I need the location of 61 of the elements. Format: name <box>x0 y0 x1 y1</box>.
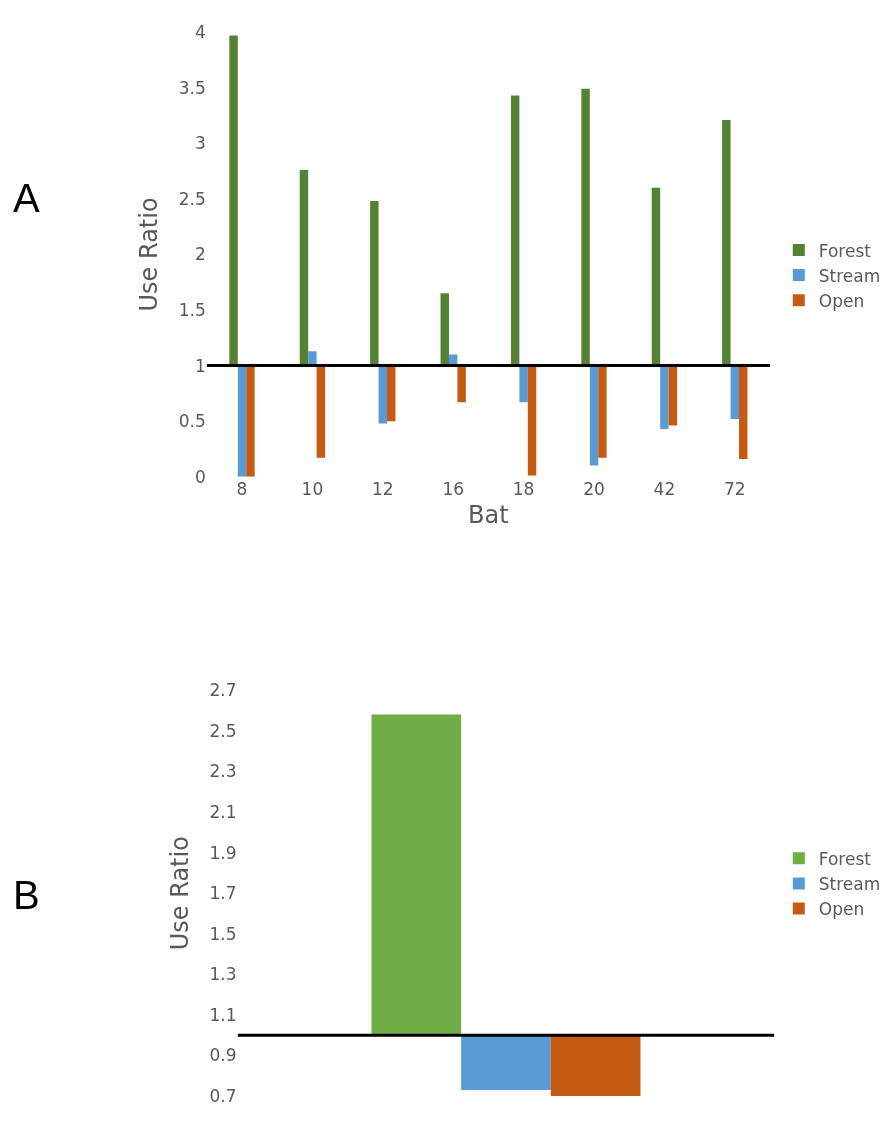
bar <box>581 88 590 366</box>
x-tick-label: 72 <box>723 478 746 499</box>
bar <box>589 365 599 466</box>
y-tick-label: 1.9 <box>209 842 237 863</box>
y-tick-label: 2 <box>194 244 206 265</box>
legend-label: Stream <box>818 874 881 895</box>
legend-label: Stream <box>818 265 881 286</box>
y-tick-label: 1.7 <box>209 883 237 904</box>
x-tick-label: 16 <box>442 478 465 499</box>
bar <box>440 293 449 366</box>
y-tick-label: 3.5 <box>178 77 206 98</box>
y-tick-label: 0.5 <box>178 411 206 432</box>
y-tick-label: 2.5 <box>209 720 237 741</box>
y-tick-label: 0.9 <box>209 1045 237 1066</box>
text: A <box>13 176 40 220</box>
bar <box>651 187 661 366</box>
bar <box>510 95 520 366</box>
y-tick-label: 2.7 <box>209 680 237 701</box>
x-tick-label: 20 <box>583 478 605 499</box>
y-tick-label: 0 <box>194 466 206 487</box>
y-tick-label: 1 <box>194 355 206 376</box>
bar <box>519 365 528 403</box>
bar <box>730 365 740 419</box>
bar <box>316 365 326 458</box>
x-tick-label: 42 <box>653 478 676 499</box>
bar <box>660 365 669 429</box>
bar <box>299 169 309 366</box>
bar <box>668 365 678 426</box>
y-tick-label: 2.5 <box>178 188 206 209</box>
bar <box>378 365 388 424</box>
y-axis-title: Use Ratio <box>165 836 194 951</box>
y-axis-title: Use Ratio <box>134 197 163 312</box>
legend-label: Forest <box>818 848 872 869</box>
bar <box>457 365 466 403</box>
y-tick-label: 1.5 <box>178 299 206 320</box>
bar <box>229 35 238 366</box>
y-tick-label: 1.5 <box>209 923 237 944</box>
bar <box>739 365 748 459</box>
y-tick-label: 1.3 <box>209 964 237 985</box>
x-tick-label: 12 <box>371 478 394 499</box>
bar <box>370 201 379 366</box>
y-tick-label: 2.1 <box>209 801 237 822</box>
bar <box>237 365 247 477</box>
legend-label: Open <box>818 899 865 920</box>
x-tick-label: 10 <box>301 478 324 499</box>
bar <box>722 119 731 366</box>
bar <box>246 365 255 477</box>
y-tick-label: 3 <box>194 133 206 154</box>
bar <box>527 365 537 476</box>
x-tick-label: 8 <box>236 478 248 499</box>
y-tick-label: 0.7 <box>209 1086 237 1107</box>
text: B <box>13 873 40 917</box>
y-tick-label: 1.1 <box>209 1004 237 1025</box>
x-axis-title: Bat <box>468 501 509 530</box>
bar <box>598 365 607 458</box>
y-tick-label: 4 <box>194 22 206 43</box>
y-tick-label: 2.3 <box>209 761 237 782</box>
legend-label: Forest <box>818 240 872 261</box>
legend-label: Open <box>818 290 865 311</box>
bar <box>387 365 396 422</box>
x-tick-label: 18 <box>512 478 535 499</box>
